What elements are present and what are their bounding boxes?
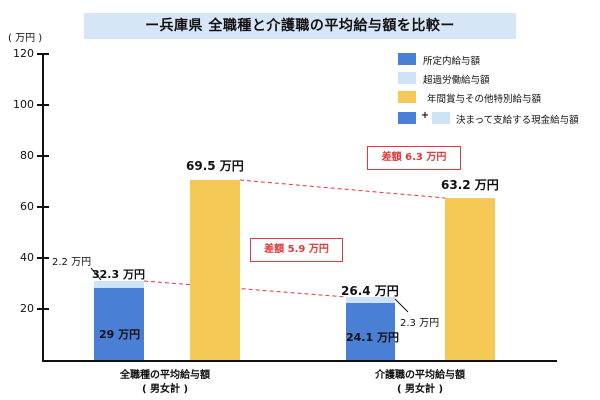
- bar-all-bonus: [190, 180, 240, 360]
- tick-mark: [37, 308, 49, 310]
- y-axis-unit: ( 万円 ): [8, 33, 43, 44]
- category-care-line2: ( 男女計 ): [396, 384, 444, 395]
- tick-label-80: 80: [20, 149, 34, 162]
- legend-label-overtime-pay: 超過労働給与額: [423, 75, 490, 86]
- label-all-total: 32.3 万円: [92, 268, 145, 281]
- diff-box-monthly: 差額 5.9 万円: [250, 238, 343, 262]
- tick-mark: [37, 257, 49, 259]
- label-all-base: 29 万円: [99, 328, 141, 341]
- legend-label-bonus: 年間賞与その他特別給与額: [427, 94, 542, 105]
- label-care-base: 24.1 万円: [346, 331, 399, 344]
- bar-care-base: [346, 303, 395, 360]
- legend-plus: +: [421, 110, 429, 121]
- tick-label-120: 120: [13, 47, 34, 60]
- legend-swatch-overtime-pay: [398, 72, 416, 84]
- tick-mark: [37, 53, 49, 55]
- category-label-all: 全職種の平均給与額 ( 男女計 ): [90, 369, 240, 397]
- label-all-overtime: 2.2 万円: [52, 257, 92, 268]
- y-axis-line: [42, 54, 44, 362]
- label-care-total: 26.4 万円: [341, 284, 399, 298]
- chart-title: ー兵庫県 全職種と介護職の平均給与額を比較ー: [84, 13, 516, 39]
- diff-box-bonus: 差額 6.3 万円: [367, 146, 461, 170]
- label-care-bonus: 63.2 万円: [441, 178, 499, 192]
- legend-swatch-fixed-cash-a: [398, 112, 416, 124]
- tick-mark: [37, 206, 49, 208]
- category-label-care: 介護職の平均給与額 ( 男女計 ): [345, 369, 495, 397]
- legend-swatch-bonus: [398, 91, 416, 103]
- legend-swatch-base-pay: [398, 53, 416, 65]
- label-all-bonus: 69.5 万円: [186, 159, 244, 173]
- bar-care-bonus: [445, 198, 495, 360]
- tick-label-100: 100: [13, 98, 34, 111]
- bar-all-overtime: [94, 281, 144, 288]
- category-all-line1: 全職種の平均給与額: [120, 370, 210, 381]
- legend-swatch-fixed-cash-b: [432, 112, 450, 124]
- tick-mark: [37, 104, 49, 106]
- tick-label-60: 60: [20, 200, 34, 213]
- legend-label-base-pay: 所定内給与額: [423, 56, 481, 67]
- tick-label-20: 20: [20, 302, 34, 315]
- category-all-line2: ( 男女計 ): [141, 384, 189, 395]
- bar-all-base: [94, 288, 144, 360]
- tick-label-40: 40: [20, 251, 34, 264]
- x-axis-line: [42, 360, 557, 362]
- bar-care-overtime: [346, 297, 395, 303]
- legend-label-fixed-cash: 決まって支給する現金給与額: [456, 115, 579, 126]
- label-care-overtime: 2.3 万円: [400, 318, 440, 329]
- tick-mark: [37, 155, 49, 157]
- category-care-line1: 介護職の平均給与額: [375, 370, 465, 381]
